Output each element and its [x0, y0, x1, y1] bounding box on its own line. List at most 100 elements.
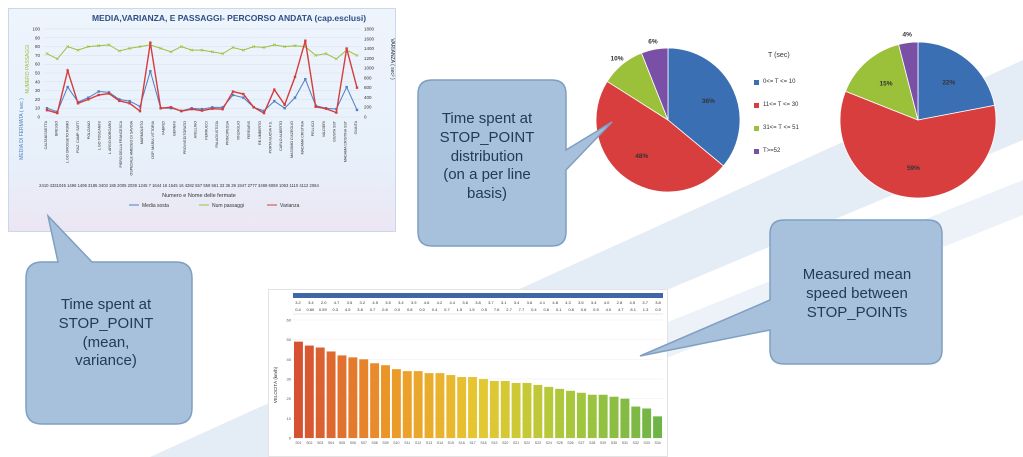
header-value: 3.5	[578, 300, 584, 305]
bar	[609, 396, 619, 438]
x-tick-label: FABRIZI	[162, 121, 166, 135]
pie-data-label: 4%	[903, 32, 913, 39]
header-value: 0.8	[407, 307, 413, 312]
x-tick-label: S03	[317, 441, 323, 445]
x-tick-label: S15	[448, 441, 454, 445]
header-value: 0.60	[307, 307, 316, 312]
pie-data-label: 48%	[635, 153, 648, 160]
line-chart-panel: MEDIA,VARIANZA, E PASSAGGI- PERCORSO AND…	[8, 8, 396, 232]
bar	[576, 392, 586, 438]
x-tick-label: MADAMA CRISTINA SST	[343, 120, 347, 162]
bar	[478, 379, 488, 438]
x-tick-label: OSP. MARIA VITTORIA	[151, 120, 155, 158]
header-value: 2.7	[506, 307, 512, 312]
x-tick-label: GIUNTA	[354, 120, 358, 134]
legend-swatch-purple	[754, 148, 759, 154]
x-tick-label: L.ARGO BORGARO	[108, 121, 112, 154]
series-point	[221, 107, 224, 111]
series-point	[128, 102, 131, 105]
y-tick-label-right: 1800	[364, 27, 375, 32]
series-point	[355, 108, 359, 112]
series-point	[107, 43, 111, 47]
y-tick-label: 70	[35, 53, 41, 58]
x-tick-label: S17	[469, 441, 475, 445]
series-point	[252, 45, 256, 49]
header-value: 0.9	[655, 307, 661, 312]
pie-legend-label: 11<= T <= 30	[763, 102, 799, 108]
legend-swatch-blue	[754, 79, 759, 85]
header-value: 0.5	[593, 307, 599, 312]
header-value: 4.8	[552, 300, 558, 305]
series-point	[221, 52, 225, 56]
header-value: 0.7	[444, 307, 450, 312]
header-value: 4.5	[345, 307, 351, 312]
bar	[489, 380, 499, 438]
series-point	[76, 48, 80, 52]
bar	[326, 351, 336, 438]
bar	[522, 382, 532, 438]
callout-mean-variance-text: Time spent at STOP_POINT (mean, variance…	[30, 296, 182, 371]
series-point	[293, 75, 297, 79]
callout-line: basis)	[466, 185, 507, 202]
y-tick-label-right: 800	[364, 75, 372, 80]
bar	[511, 382, 521, 438]
series-point	[211, 107, 214, 110]
header-value: 3.7	[642, 300, 648, 305]
header-value: 0.4	[432, 307, 438, 312]
header-value: 4.7	[334, 300, 340, 305]
header-value: 4.3	[565, 300, 571, 305]
series-point	[304, 39, 307, 42]
header-value: 0.0	[395, 307, 401, 312]
y-tick-label-right: 1000	[364, 66, 375, 71]
series-line-2	[46, 44, 358, 60]
series-point	[345, 85, 348, 89]
series-point	[190, 107, 193, 111]
y-tick-label: 40	[35, 79, 41, 84]
header-value: 3.2	[360, 300, 366, 305]
x-tick-label: S20	[502, 441, 508, 445]
pie-slice	[917, 41, 996, 121]
x-tick-label: S21	[513, 441, 519, 445]
callout-line: Measured mean	[802, 266, 912, 283]
series-point	[45, 108, 49, 112]
header-value: 4.5	[630, 300, 636, 305]
pie-legend-label: T>=52	[763, 148, 781, 154]
series-point	[242, 96, 245, 99]
bar	[653, 416, 663, 438]
series-point	[241, 48, 245, 52]
line-chart-title: MEDIA,VARIANZA, E PASSAGGI- PERCORSO AND…	[92, 13, 366, 23]
bar	[304, 345, 314, 438]
bar	[413, 371, 423, 438]
series-point	[324, 107, 328, 110]
series-point	[272, 43, 276, 47]
x-tick-label: S06	[350, 441, 356, 445]
series-point	[97, 44, 101, 48]
header-value: 1.3	[643, 307, 649, 312]
y-tick-label-right: 400	[364, 95, 372, 100]
x-tick-label: PIERO DELLA FRANCESCA	[119, 120, 123, 167]
x-tick-label: S07	[361, 441, 367, 445]
series-point	[179, 45, 183, 49]
series-point	[252, 106, 255, 109]
x-tick-label: S26	[567, 441, 573, 445]
series-point	[128, 99, 131, 103]
series-point	[76, 102, 80, 105]
header-value: 7.7	[519, 307, 525, 312]
y-tick-label: 100	[32, 27, 40, 32]
bar	[468, 377, 478, 438]
header-value: 1.5	[469, 307, 475, 312]
x-tick-label: S01	[295, 441, 301, 445]
x-tick-label: S22	[524, 441, 530, 445]
bar	[533, 384, 543, 438]
series-point	[262, 111, 266, 115]
x-tick-label: PORTA NUOVA F.S.	[268, 121, 272, 153]
header-value: 2.8	[617, 300, 623, 305]
pie-data-label: 36%	[702, 98, 715, 105]
bar	[359, 359, 369, 438]
series-point	[242, 92, 245, 96]
bar-chart-header-strip	[293, 293, 663, 298]
series-point	[304, 77, 307, 81]
series-point	[149, 41, 152, 44]
header-value: 4.5	[372, 300, 378, 305]
x-tick-label: PRINCIPESSA	[226, 120, 230, 145]
